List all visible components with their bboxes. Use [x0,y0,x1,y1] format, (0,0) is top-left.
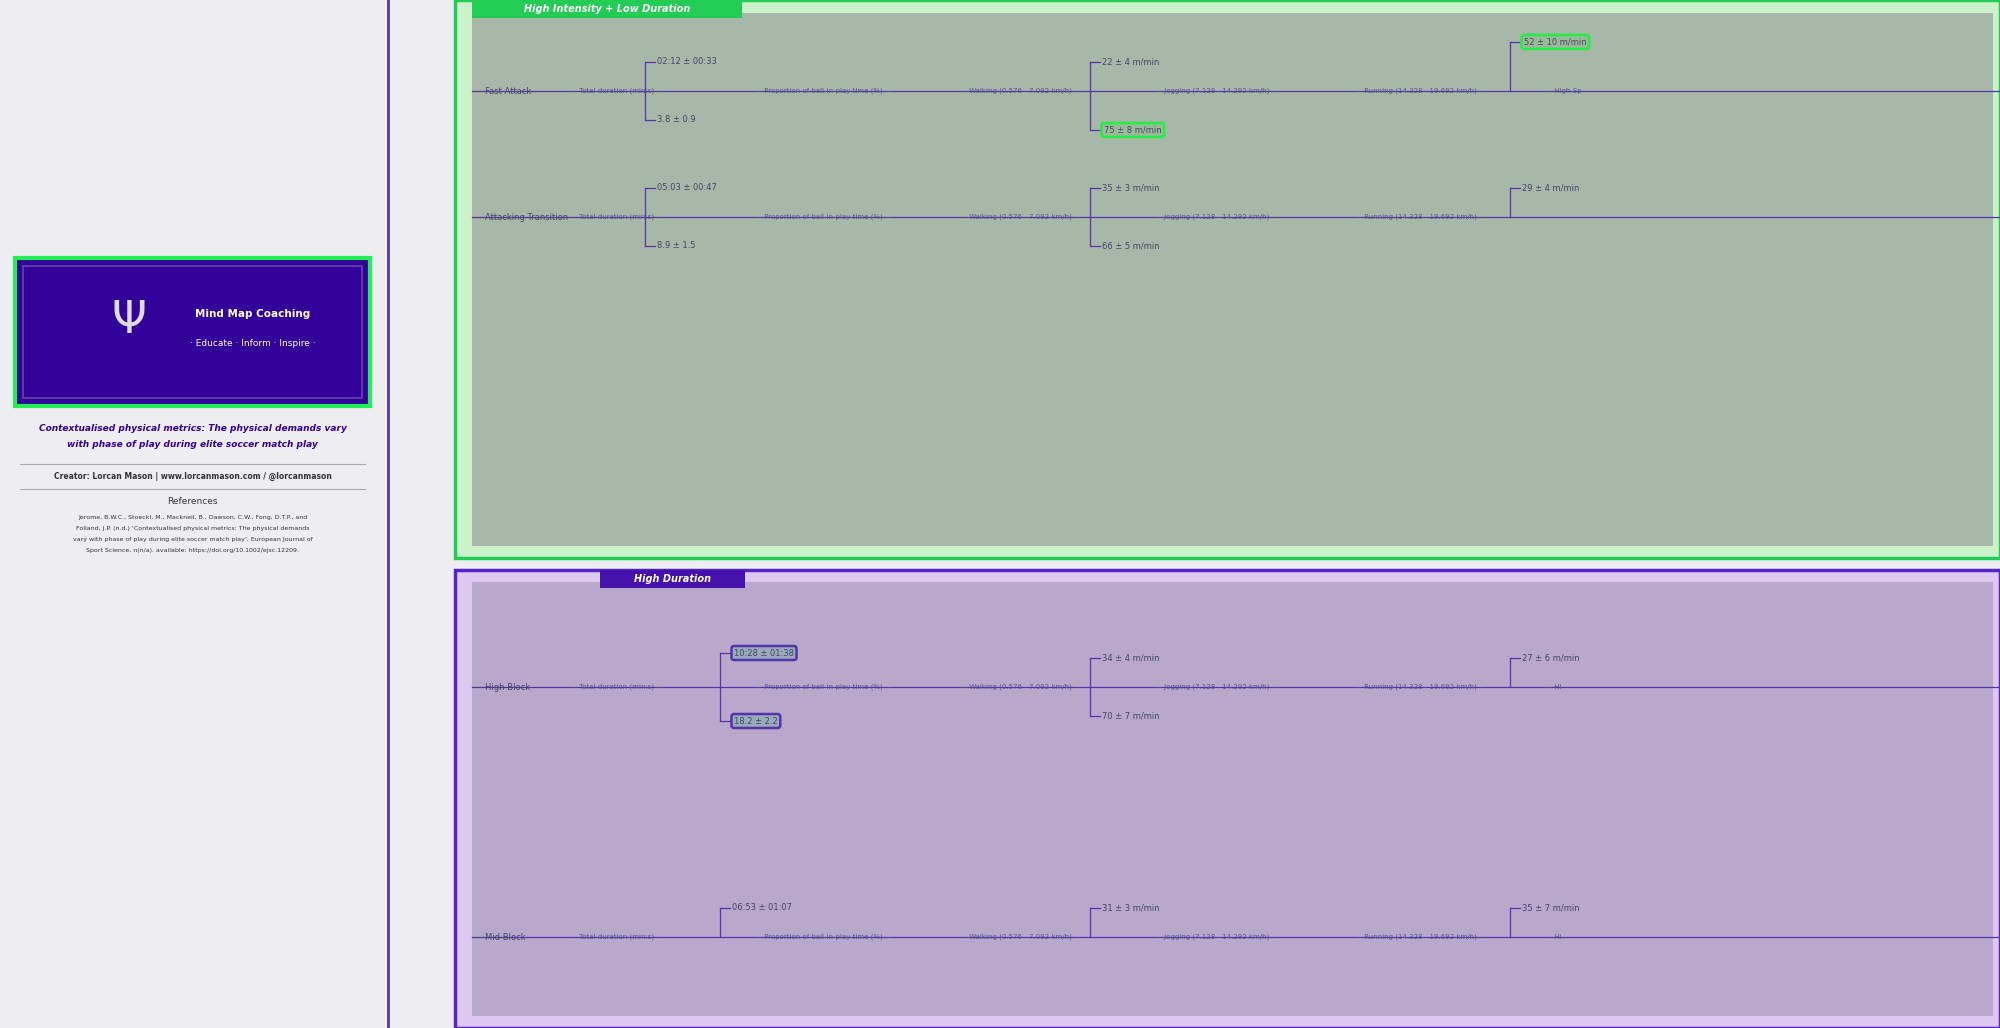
Bar [600,570,744,588]
Text: — High-Sp: — High-Sp [1544,88,1582,94]
Bar [472,13,1992,546]
Text: Mind Map Coaching: Mind Map Coaching [196,309,310,320]
Text: 8.9 ± 1.5: 8.9 ± 1.5 [656,242,696,251]
Bar [456,570,2000,1028]
Text: 02:12 ± 00:33: 02:12 ± 00:33 [656,58,716,67]
Text: with phase of play during elite soccer match play: with phase of play during elite soccer m… [68,440,318,449]
Text: 75 ± 8 m/min: 75 ± 8 m/min [1104,125,1162,135]
Text: Creator: Lorcan Mason | www.lorcanmason.com / @lorcanmason: Creator: Lorcan Mason | www.lorcanmason.… [54,472,332,481]
Text: — High-Block: — High-Block [474,683,530,692]
Text: Ψ: Ψ [112,299,146,341]
Text: — Walking (0.576 - 7.092 km/h) —: — Walking (0.576 - 7.092 km/h) — [960,214,1082,220]
Text: — Proportion of ball-in-play time (%) —: — Proportion of ball-in-play time (%) — [756,214,892,220]
Text: — Proportion of ball-in-play time (%) —: — Proportion of ball-in-play time (%) — [756,684,892,690]
Text: — Walking (0.576 - 7.092 km/h) —: — Walking (0.576 - 7.092 km/h) — [960,933,1082,941]
Text: 31 ± 3 m/min: 31 ± 3 m/min [1102,904,1160,913]
Text: Jerome, B.W.C., Stoeckl, M., Mackneil, B., Dawson, C.W., Fong, D.T.P., and: Jerome, B.W.C., Stoeckl, M., Mackneil, B… [78,515,308,520]
Text: — Proportion of ball-in-play time (%) —: — Proportion of ball-in-play time (%) — [756,933,892,941]
Text: — Running (14.328 - 19.692 km/h) —: — Running (14.328 - 19.692 km/h) — [1356,87,1486,95]
Text: High Intensity + Low Duration: High Intensity + Low Duration [524,4,690,14]
Text: vary with phase of play during elite soccer match play’, European Journal of: vary with phase of play during elite soc… [72,537,312,542]
Text: 34 ± 4 m/min: 34 ± 4 m/min [1102,654,1160,662]
Text: — Walking (0.576 - 7.092 km/h) —: — Walking (0.576 - 7.092 km/h) — [960,684,1082,690]
Text: — Jogging (7.128 - 14.292 km/h) —: — Jogging (7.128 - 14.292 km/h) — [1156,933,1278,941]
Text: Sport Science, n(n/a). available: https://doi.org/10.1002/ejsc.12209.: Sport Science, n(n/a). available: https:… [86,548,300,553]
Text: 06:53 ± 01:07: 06:53 ± 01:07 [732,904,792,913]
Text: High Duration: High Duration [634,574,712,584]
Text: Folland, J.P. (n.d.) ‘Contextualised physical metrics: The physical demands: Folland, J.P. (n.d.) ‘Contextualised phy… [76,526,310,531]
Text: 52 ± 10 m/min: 52 ± 10 m/min [1524,37,1586,46]
Text: 3.8 ± 0.9: 3.8 ± 0.9 [656,115,696,124]
Text: — Hi: — Hi [1544,934,1562,940]
Text: — Walking (0.576 - 7.092 km/h) —: — Walking (0.576 - 7.092 km/h) — [960,87,1082,95]
Text: — Proportion of ball-in-play time (%) —: — Proportion of ball-in-play time (%) — [756,87,892,95]
Text: — Running (14.328 - 19.692 km/h) —: — Running (14.328 - 19.692 km/h) — [1356,933,1486,941]
Text: · Educate · Inform · Inspire ·: · Educate · Inform · Inspire · [190,339,316,348]
Text: 10:28 ± 01:38: 10:28 ± 01:38 [734,649,794,658]
Bar [16,258,370,406]
Text: 05:03 ± 00:47: 05:03 ± 00:47 [656,184,716,192]
Text: — Total duration (min:s) —: — Total duration (min:s) — [570,214,664,220]
Text: — Jogging (7.128 - 14.292 km/h) —: — Jogging (7.128 - 14.292 km/h) — [1156,87,1278,95]
Text: 70 ± 7 m/min: 70 ± 7 m/min [1102,711,1160,721]
Text: — Jogging (7.128 - 14.292 km/h) —: — Jogging (7.128 - 14.292 km/h) — [1156,684,1278,690]
Text: — Jogging (7.128 - 14.292 km/h) —: — Jogging (7.128 - 14.292 km/h) — [1156,214,1278,220]
Text: 22 ± 4 m/min: 22 ± 4 m/min [1102,58,1160,67]
Text: Contextualised physical metrics: The physical demands vary: Contextualised physical metrics: The phy… [38,424,346,433]
Text: — Mid-Block: — Mid-Block [474,932,526,942]
Text: — Attacking Transition: — Attacking Transition [474,213,568,221]
Text: 35 ± 3 m/min: 35 ± 3 m/min [1102,184,1160,192]
Text: — Total duration (min:s) —: — Total duration (min:s) — [570,87,664,95]
Text: — Running (14.328 - 19.692 km/h) —: — Running (14.328 - 19.692 km/h) — [1356,214,1486,220]
Text: — Running (14.328 - 19.692 km/h) —: — Running (14.328 - 19.692 km/h) — [1356,684,1486,690]
Text: 29 ± 4 m/min: 29 ± 4 m/min [1522,184,1580,192]
Bar [472,0,742,19]
Bar [456,0,2000,558]
Text: — Hi: — Hi [1544,684,1562,690]
Text: 66 ± 5 m/min: 66 ± 5 m/min [1102,242,1160,251]
Text: — Total duration (min:s) —: — Total duration (min:s) — [570,933,664,941]
Text: 27 ± 6 m/min: 27 ± 6 m/min [1522,654,1580,662]
Text: 18.2 ± 2.2: 18.2 ± 2.2 [734,717,778,726]
Bar [24,266,362,398]
Text: 35 ± 7 m/min: 35 ± 7 m/min [1522,904,1580,913]
Text: — Total duration (min:s) —: — Total duration (min:s) — [570,684,664,690]
Bar [472,582,1992,1016]
Text: References: References [168,497,218,506]
Text: — Fast Attack: — Fast Attack [474,86,532,96]
